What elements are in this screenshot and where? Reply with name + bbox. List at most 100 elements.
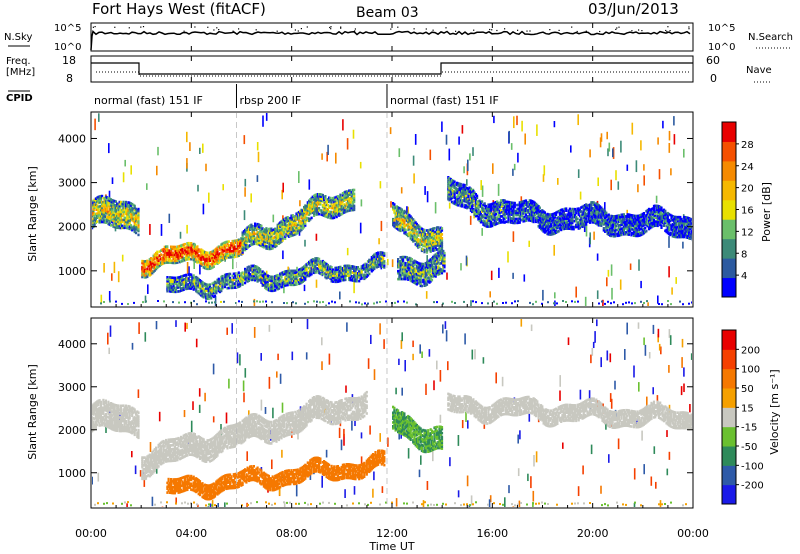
- range-cell: [340, 267, 343, 270]
- range-cell: [404, 232, 407, 236]
- range-cell: [303, 221, 306, 225]
- range-cell: [333, 274, 336, 278]
- range-cell: [291, 283, 294, 287]
- range-cell: [358, 275, 361, 279]
- range-cell: [395, 221, 398, 224]
- range-cell: [153, 261, 156, 264]
- range-cell: [137, 229, 140, 233]
- range-cell: [185, 279, 188, 283]
- range-cell: [360, 265, 363, 268]
- range-cell: [429, 228, 432, 231]
- range-cell: [195, 289, 198, 293]
- range-cell: [572, 209, 575, 213]
- range-cell: [220, 255, 223, 258]
- range-cell: [97, 207, 100, 211]
- scatter-cell: [553, 121, 556, 128]
- range-cell: [225, 250, 228, 254]
- range-cell: [136, 220, 139, 224]
- ground-scatter-cell: [436, 301, 438, 304]
- range-cell: [323, 214, 326, 217]
- range-cell: [113, 225, 116, 229]
- range-cell: [502, 219, 505, 222]
- range-cell: [442, 253, 445, 257]
- range-cell: [341, 207, 344, 211]
- range-cell: [522, 200, 525, 203]
- range-cell: [210, 291, 213, 294]
- range-cell: [188, 253, 191, 257]
- range-cell: [397, 218, 400, 221]
- range-cell: [331, 212, 334, 216]
- range-cell: [147, 270, 150, 274]
- range-cell: [106, 208, 109, 211]
- range-cell: [449, 191, 452, 195]
- range-cell: [448, 181, 451, 184]
- range-cell: [261, 276, 264, 279]
- range-cell: [371, 262, 375, 266]
- range-cell: [438, 272, 441, 276]
- range-cell: [397, 208, 400, 211]
- ground-scatter-cell: [688, 302, 690, 305]
- range-cell: [270, 235, 273, 239]
- range-cell: [488, 221, 491, 224]
- range-cell: [491, 224, 494, 228]
- range-cell: [420, 229, 423, 233]
- range-cell: [190, 249, 193, 253]
- range-cell: [147, 263, 150, 266]
- range-cell: [364, 266, 367, 270]
- range-cell: [492, 202, 495, 205]
- range-cell: [259, 226, 262, 229]
- range-cell: [329, 200, 332, 204]
- freq-tick-top: 18: [62, 54, 76, 67]
- range-cell: [430, 241, 434, 245]
- range-cell: [287, 219, 291, 222]
- range-cell: [269, 239, 272, 243]
- range-cell: [170, 280, 173, 283]
- range-cell: [223, 257, 227, 260]
- range-cell: [241, 237, 244, 240]
- range-cell: [437, 226, 440, 229]
- range-cell: [146, 267, 149, 271]
- range-cell: [141, 267, 144, 271]
- range-cell: [102, 200, 105, 204]
- range-cell: [519, 214, 523, 218]
- range-cell: [458, 182, 461, 186]
- range-cell: [211, 252, 214, 255]
- range-cell: [272, 244, 276, 247]
- range-cell: [334, 208, 337, 211]
- scatter-cell: [673, 116, 675, 126]
- range-cell: [320, 209, 323, 212]
- range-cell: [277, 283, 281, 286]
- range-cell: [156, 266, 159, 270]
- range-cell: [341, 194, 344, 197]
- range-cell: [241, 241, 244, 244]
- nsky-point: [354, 30, 356, 32]
- range-cell: [186, 250, 189, 253]
- range-cell: [280, 240, 283, 243]
- range-cell: [123, 216, 126, 220]
- scatter-cell: [599, 137, 602, 148]
- range-cell: [422, 270, 425, 274]
- range-cell: [420, 266, 423, 270]
- range-cell: [287, 269, 291, 273]
- range-cell: [392, 219, 395, 223]
- range-cell: [467, 191, 470, 195]
- range-cell: [309, 269, 312, 273]
- range-cell: [265, 229, 268, 232]
- range-cell: [210, 296, 213, 300]
- range-cell: [262, 275, 265, 279]
- range-cell: [281, 227, 284, 230]
- range-cell: [275, 282, 278, 286]
- range-cell: [195, 287, 198, 291]
- range-cell: [435, 240, 439, 243]
- range-cell: [551, 217, 554, 220]
- range-cell: [269, 227, 272, 231]
- range-cell: [320, 211, 323, 214]
- range-cell: [581, 225, 584, 228]
- range-cell: [232, 253, 235, 257]
- range-cell: [244, 248, 247, 252]
- range-cell: [315, 201, 318, 204]
- range-cell: [430, 272, 434, 276]
- range-cell: [149, 263, 153, 266]
- range-cell: [227, 250, 230, 253]
- range-cell: [519, 208, 523, 212]
